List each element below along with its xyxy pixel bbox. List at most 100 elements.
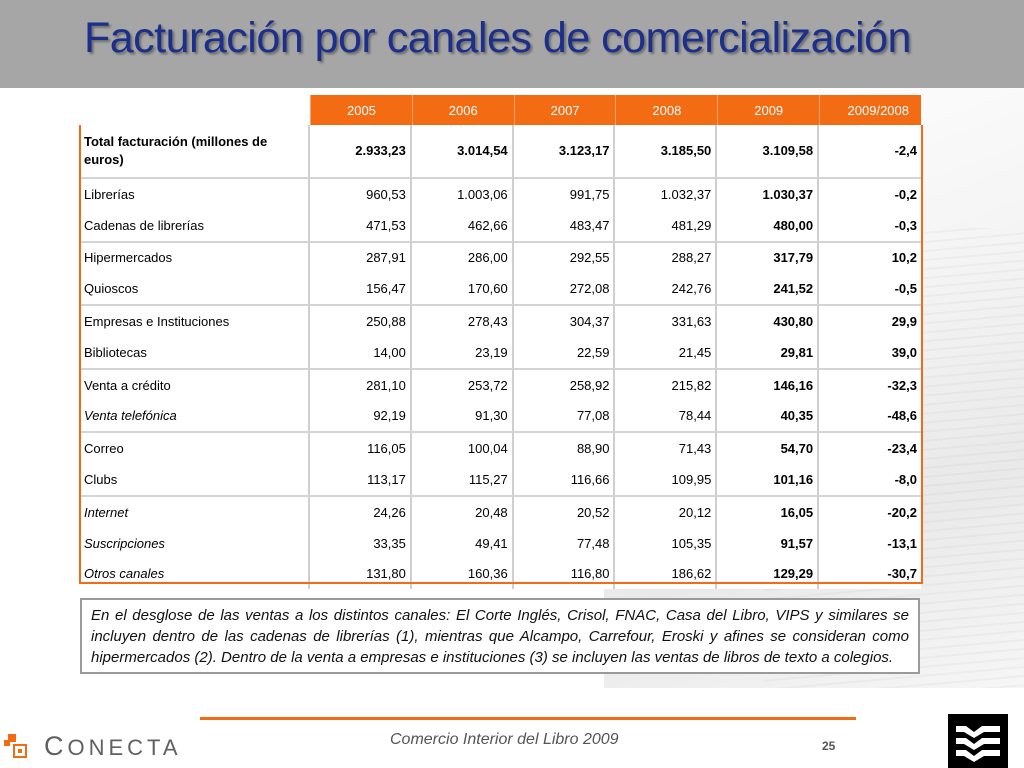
row-label: Bibliotecas xyxy=(79,336,311,368)
row-value: 278,43 xyxy=(411,304,514,337)
row-value: 71,43 xyxy=(615,431,718,465)
row-value: 129,29 xyxy=(717,558,820,590)
row-value: 242,76 xyxy=(615,273,718,305)
row-value: 23,19 xyxy=(412,336,514,368)
table-header-row: 2005 2006 2007 2008 2009 2009/2008 xyxy=(79,95,921,125)
row-value: 49,41 xyxy=(412,527,514,559)
row-value: 22,59 xyxy=(514,336,616,368)
row-label: Hipermercados xyxy=(79,240,311,274)
row-value: 3.014,54 xyxy=(412,125,514,177)
row-value: -23,4 xyxy=(819,431,921,464)
row-value: -20,2 xyxy=(819,494,921,528)
header-year-2008: 2008 xyxy=(615,95,718,125)
row-value: 288,27 xyxy=(615,240,718,274)
table-row: Librerías 960,53 1.003,06 991,75 1.032,37 1.0… xyxy=(79,177,921,210)
row-value: 292,55 xyxy=(513,240,616,274)
row-value: 24,26 xyxy=(310,494,412,528)
row-value: -30,7 xyxy=(887,566,917,582)
row-value: 2.933,23 xyxy=(310,125,412,177)
row-label: Correo xyxy=(79,431,311,465)
corner-brand-icon xyxy=(948,714,1008,768)
row-value: 430,80 xyxy=(717,304,820,337)
sales-table: 2005 2006 2007 2008 2009 2009/2008 Total… xyxy=(79,95,921,590)
row-value: 109,95 xyxy=(615,464,718,495)
header-year-2006: 2006 xyxy=(411,95,514,125)
table-row-total: Total facturación (millones de euros) 2.9… xyxy=(79,125,921,177)
row-value: 29,9 xyxy=(819,304,921,337)
row-value: -13,1 xyxy=(887,535,917,551)
row-value: 14,00 xyxy=(310,336,412,368)
header-year-2007: 2007 xyxy=(513,95,616,125)
footer-text: Comercio Interior del Libro 2009 xyxy=(390,731,619,748)
row-value: 481,29 xyxy=(615,209,718,241)
row-value: 20,12 xyxy=(615,494,718,528)
table-row: Cadenas de librerías 471,53 462,66 483,47 48… xyxy=(79,209,921,241)
row-value: 20,48 xyxy=(411,494,514,528)
row-value: -32,3 xyxy=(819,367,921,401)
table-row: Otros canales 131,80 160,36 116,80 186,62 129… xyxy=(79,558,921,590)
row-value: 115,27 xyxy=(412,464,514,495)
row-value: 215,82 xyxy=(615,367,718,401)
row-value: -48,6 xyxy=(887,408,917,424)
slide-title: Facturación por canales de comercializac… xyxy=(84,14,911,62)
row-label: Librerías xyxy=(79,177,311,210)
row-value: 54,70 xyxy=(717,431,820,465)
row-value: 1.003,06 xyxy=(411,177,514,210)
row-value: 156,47 xyxy=(310,273,412,305)
row-value: 160,36 xyxy=(412,558,514,590)
row-value: 1.032,37 xyxy=(615,177,718,210)
row-value: 331,63 xyxy=(615,304,718,337)
table-row: Suscripciones 33,35 49,41 77,48 105,35 91,57 -… xyxy=(79,527,921,559)
conecta-logo: CONECTA xyxy=(4,731,182,762)
table-row: Quioscos 156,47 170,60 272,08 242,76 241,52 -0… xyxy=(79,273,921,305)
row-value: 480,00 xyxy=(717,209,820,241)
row-value: 10,2 xyxy=(819,240,921,274)
row-value: 105,35 xyxy=(615,527,718,559)
row-value: 29,81 xyxy=(717,336,820,368)
row-value: 33,35 xyxy=(310,527,412,559)
table-row: Internet 24,26 20,48 20,52 20,12 16,05 -20,2 xyxy=(79,494,921,528)
row-value: 146,16 xyxy=(717,367,820,401)
row-value: 317,79 xyxy=(717,240,820,274)
row-label: Quioscos xyxy=(79,273,311,305)
row-value: 39,0 xyxy=(891,344,917,360)
header-year-2009: 2009 xyxy=(717,95,820,125)
row-value: 91,30 xyxy=(412,400,514,432)
row-label: Venta a crédito xyxy=(79,367,311,401)
row-value: 21,45 xyxy=(615,336,718,368)
row-label: Venta telefónica xyxy=(79,400,311,432)
row-value: 77,08 xyxy=(514,400,616,432)
row-value: 241,52 xyxy=(717,273,820,305)
table-row: Venta telefónica 92,19 91,30 77,08 78,44 40,3… xyxy=(79,400,921,432)
row-value: 16,05 xyxy=(717,494,820,528)
row-value: 116,66 xyxy=(514,464,616,495)
table-row: Venta a crédito 281,10 253,72 258,92 215,82 1… xyxy=(79,367,921,401)
row-value: 272,08 xyxy=(514,273,616,305)
table-row: Correo 116,05 100,04 88,90 71,43 54,70 -23,4 xyxy=(79,431,921,465)
row-value: -2,4 xyxy=(894,143,917,158)
row-value: 250,88 xyxy=(310,304,412,337)
row-value: 287,91 xyxy=(310,240,412,274)
row-value: 101,16 xyxy=(717,464,820,495)
row-value: -0,5 xyxy=(894,281,917,297)
row-value: 131,80 xyxy=(310,558,412,590)
row-value: 20,52 xyxy=(513,494,616,528)
table-row: Hipermercados 287,91 286,00 292,55 288,27 317… xyxy=(79,240,921,274)
row-value: 304,37 xyxy=(513,304,616,337)
row-value: 40,35 xyxy=(717,400,820,432)
row-value: 286,00 xyxy=(411,240,514,274)
row-value: 3.123,17 xyxy=(514,125,616,177)
row-value: 88,90 xyxy=(513,431,616,465)
row-value: 991,75 xyxy=(513,177,616,210)
row-label: Total facturación (millones de euros) xyxy=(79,125,311,177)
footnote-box: En el desglose de las ventas a los disti… xyxy=(80,598,920,674)
header-change: 2009/2008 xyxy=(819,95,921,125)
row-value: 91,57 xyxy=(717,527,820,559)
table-row: Empresas e Instituciones 250,88 278,43 304,… xyxy=(79,304,921,337)
footer-divider xyxy=(200,717,856,720)
row-value: 3.185,50 xyxy=(615,125,718,177)
row-value: -8,0 xyxy=(894,472,917,488)
row-value: 258,92 xyxy=(513,367,616,401)
row-label: Internet xyxy=(79,494,311,528)
row-value: 116,80 xyxy=(514,558,616,590)
